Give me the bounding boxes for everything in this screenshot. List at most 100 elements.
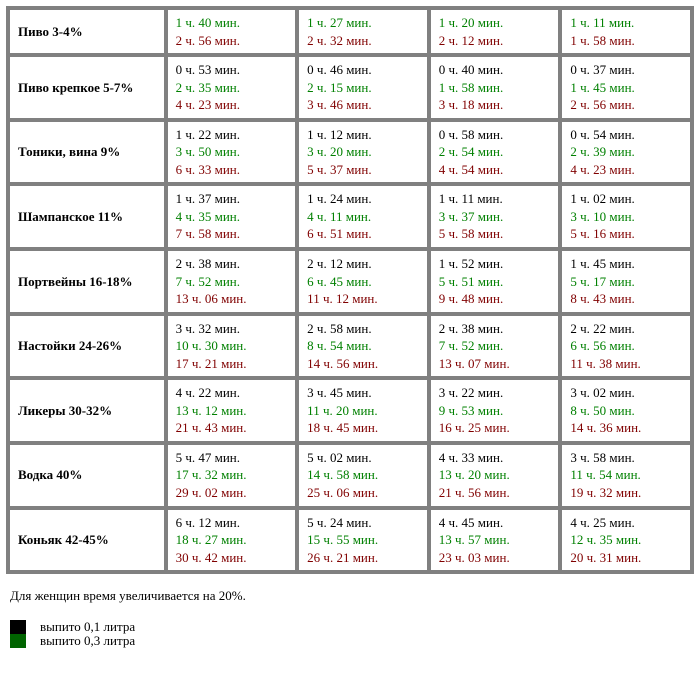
time-cell: 6 ч. 12 мин.18 ч. 27 мин.30 ч. 42 мин.	[167, 509, 297, 572]
time-value: 1 ч. 58 мин.	[570, 32, 682, 50]
drink-label: Коньяк 42-45%	[9, 509, 165, 572]
time-value: 4 ч. 35 мин.	[176, 208, 288, 226]
time-value: 3 ч. 20 мин.	[307, 143, 419, 161]
time-value: 1 ч. 12 мин.	[307, 126, 419, 144]
time-value: 3 ч. 46 мин.	[307, 96, 419, 114]
time-cell: 3 ч. 22 мин.9 ч. 53 мин.16 ч. 25 мин.	[430, 379, 560, 442]
time-cell: 2 ч. 12 мин.6 ч. 45 мин.11 ч. 12 мин.	[298, 250, 428, 313]
time-value: 21 ч. 43 мин.	[176, 419, 288, 437]
time-cell: 3 ч. 32 мин.10 ч. 30 мин.17 ч. 21 мин.	[167, 315, 297, 378]
time-value: 5 ч. 37 мин.	[307, 161, 419, 179]
time-cell: 1 ч. 40 мин.2 ч. 56 мин.	[167, 9, 297, 54]
time-value: 0 ч. 37 мин.	[570, 61, 682, 79]
time-cell: 4 ч. 33 мин.13 ч. 20 мин.21 ч. 56 мин.	[430, 444, 560, 507]
time-value: 4 ч. 11 мин.	[307, 208, 419, 226]
time-cell: 3 ч. 45 мин.11 ч. 20 мин.18 ч. 45 мин.	[298, 379, 428, 442]
legend-swatch	[10, 620, 26, 634]
drink-label: Водка 40%	[9, 444, 165, 507]
time-value: 1 ч. 02 мин.	[570, 190, 682, 208]
time-cell: 5 ч. 02 мин.14 ч. 58 мин.25 ч. 06 мин.	[298, 444, 428, 507]
time-value: 7 ч. 52 мин.	[176, 273, 288, 291]
time-cell: 2 ч. 38 мин.7 ч. 52 мин.13 ч. 06 мин.	[167, 250, 297, 313]
legend-text: выпито 0,3 литра	[40, 633, 135, 649]
time-value: 16 ч. 25 мин.	[439, 419, 551, 437]
time-value: 17 ч. 21 мин.	[176, 355, 288, 373]
time-cell: 1 ч. 24 мин.4 ч. 11 мин.6 ч. 51 мин.	[298, 185, 428, 248]
time-cell: 3 ч. 58 мин.11 ч. 54 мин.19 ч. 32 мин.	[561, 444, 691, 507]
time-value: 4 ч. 54 мин.	[439, 161, 551, 179]
time-value: 2 ч. 54 мин.	[439, 143, 551, 161]
time-value: 6 ч. 56 мин.	[570, 337, 682, 355]
time-value: 1 ч. 52 мин.	[439, 255, 551, 273]
time-value: 30 ч. 42 мин.	[176, 549, 288, 567]
table-row: Портвейны 16-18%2 ч. 38 мин.7 ч. 52 мин.…	[9, 250, 691, 313]
time-value: 1 ч. 20 мин.	[439, 14, 551, 32]
time-value: 13 ч. 06 мин.	[176, 290, 288, 308]
time-value: 9 ч. 48 мин.	[439, 290, 551, 308]
time-value: 4 ч. 45 мин.	[439, 514, 551, 532]
time-cell: 4 ч. 22 мин.13 ч. 12 мин.21 ч. 43 мин.	[167, 379, 297, 442]
time-value: 0 ч. 58 мин.	[439, 126, 551, 144]
table-row: Шампанское 11%1 ч. 37 мин.4 ч. 35 мин.7 …	[9, 185, 691, 248]
time-value: 2 ч. 35 мин.	[176, 79, 288, 97]
time-value: 2 ч. 58 мин.	[307, 320, 419, 338]
alcohol-elimination-table: Пиво 3-4%1 ч. 40 мин.2 ч. 56 мин.1 ч. 27…	[6, 6, 694, 574]
time-cell: 0 ч. 58 мин.2 ч. 54 мин.4 ч. 54 мин.	[430, 121, 560, 184]
time-value: 2 ч. 38 мин.	[176, 255, 288, 273]
time-value: 11 ч. 38 мин.	[570, 355, 682, 373]
time-value: 5 ч. 58 мин.	[439, 225, 551, 243]
table-row: Пиво крепкое 5-7% 0 ч. 53 мин.2 ч. 35 мин…	[9, 56, 691, 119]
time-cell: 5 ч. 24 мин.15 ч. 55 мин.26 ч. 21 мин.	[298, 509, 428, 572]
time-value: 5 ч. 51 мин.	[439, 273, 551, 291]
time-value: 6 ч. 51 мин.	[307, 225, 419, 243]
time-value: 3 ч. 02 мин.	[570, 384, 682, 402]
time-value: 4 ч. 23 мин.	[570, 161, 682, 179]
time-value: 2 ч. 39 мин.	[570, 143, 682, 161]
time-value: 23 ч. 03 мин.	[439, 549, 551, 567]
time-value: 3 ч. 18 мин.	[439, 96, 551, 114]
time-value: 12 ч. 35 мин.	[570, 531, 682, 549]
time-value: 5 ч. 24 мин.	[307, 514, 419, 532]
table-row: Коньяк 42-45%6 ч. 12 мин.18 ч. 27 мин.30…	[9, 509, 691, 572]
time-value: 20 ч. 31 мин.	[570, 549, 682, 567]
time-value: 3 ч. 22 мин.	[439, 384, 551, 402]
time-cell: 1 ч. 11 мин.1 ч. 58 мин.	[561, 9, 691, 54]
table-row: Тоники, вина 9%1 ч. 22 мин.3 ч. 50 мин.6…	[9, 121, 691, 184]
time-value: 18 ч. 27 мин.	[176, 531, 288, 549]
time-value: 13 ч. 20 мин.	[439, 466, 551, 484]
time-value: 19 ч. 32 мин.	[570, 484, 682, 502]
time-value: 6 ч. 33 мин.	[176, 161, 288, 179]
time-cell: 0 ч. 54 мин.2 ч. 39 мин.4 ч. 23 мин.	[561, 121, 691, 184]
time-value: 3 ч. 58 мин.	[570, 449, 682, 467]
time-value: 18 ч. 45 мин.	[307, 419, 419, 437]
time-value: 29 ч. 02 мин.	[176, 484, 288, 502]
time-value: 13 ч. 12 мин.	[176, 402, 288, 420]
time-value: 5 ч. 17 мин.	[570, 273, 682, 291]
time-cell: 4 ч. 25 мин.12 ч. 35 мин.20 ч. 31 мин.	[561, 509, 691, 572]
time-value: 2 ч. 12 мин.	[439, 32, 551, 50]
time-cell: 0 ч. 37 мин.1 ч. 45 мин.2 ч. 56 мин.	[561, 56, 691, 119]
time-value: 1 ч. 27 мин.	[307, 14, 419, 32]
time-cell: 2 ч. 38 мин.7 ч. 52 мин.13 ч. 07 мин.	[430, 315, 560, 378]
time-value: 6 ч. 12 мин.	[176, 514, 288, 532]
time-value: 15 ч. 55 мин.	[307, 531, 419, 549]
time-value: 9 ч. 53 мин.	[439, 402, 551, 420]
time-value: 25 ч. 06 мин.	[307, 484, 419, 502]
time-value: 13 ч. 07 мин.	[439, 355, 551, 373]
time-value: 13 ч. 57 мин.	[439, 531, 551, 549]
time-value: 0 ч. 53 мин.	[176, 61, 288, 79]
time-cell: 1 ч. 45 мин.5 ч. 17 мин.8 ч. 43 мин.	[561, 250, 691, 313]
time-value: 4 ч. 22 мин.	[176, 384, 288, 402]
drink-label: Пиво крепкое 5-7%	[9, 56, 165, 119]
time-value: 3 ч. 37 мин.	[439, 208, 551, 226]
table-row: Водка 40%5 ч. 47 мин.17 ч. 32 мин.29 ч. …	[9, 444, 691, 507]
time-cell: 5 ч. 47 мин.17 ч. 32 мин.29 ч. 02 мин.	[167, 444, 297, 507]
time-value: 1 ч. 11 мин.	[570, 14, 682, 32]
time-cell: 1 ч. 20 мин.2 ч. 12 мин.	[430, 9, 560, 54]
time-value: 0 ч. 54 мин.	[570, 126, 682, 144]
time-value: 1 ч. 40 мин.	[176, 14, 288, 32]
drink-label: Ликеры 30-32%	[9, 379, 165, 442]
table-row: Ликеры 30-32%4 ч. 22 мин.13 ч. 12 мин.21…	[9, 379, 691, 442]
time-value: 7 ч. 58 мин.	[176, 225, 288, 243]
time-cell: 1 ч. 22 мин.3 ч. 50 мин.6 ч. 33 мин.	[167, 121, 297, 184]
